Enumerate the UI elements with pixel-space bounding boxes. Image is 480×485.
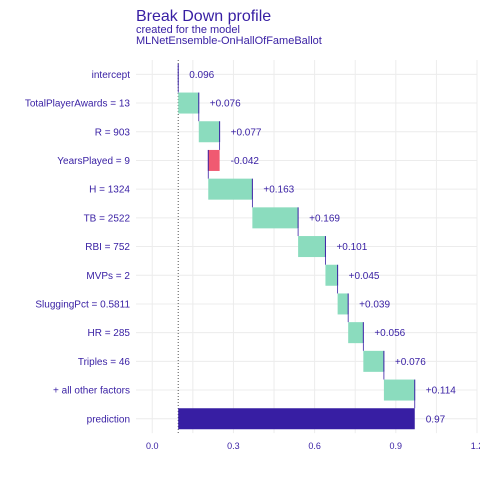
waterfall-bar xyxy=(363,350,384,372)
category-label: RBI = 752 xyxy=(85,242,130,253)
x-tick-label: 0.9 xyxy=(390,441,403,451)
data-label: +0.101 xyxy=(336,242,367,253)
waterfall-bar xyxy=(383,379,415,401)
category-label: TotalPlayerAwards = 13 xyxy=(25,99,131,110)
waterfall-bar xyxy=(348,322,364,344)
data-label: +0.163 xyxy=(263,185,294,196)
category-label: Triples = 46 xyxy=(78,357,131,368)
category-label: HR = 285 xyxy=(87,328,130,339)
waterfall-bar xyxy=(208,178,253,200)
data-label: +0.045 xyxy=(349,271,380,282)
data-label: +0.056 xyxy=(374,328,405,339)
category-label: YearsPlayed = 9 xyxy=(57,156,130,167)
category-label: prediction xyxy=(87,414,130,425)
category-label: R = 903 xyxy=(95,127,131,138)
category-label: MVPs = 2 xyxy=(86,271,130,282)
category-label: TB = 2522 xyxy=(84,213,131,224)
x-tick-label: 0.6 xyxy=(308,441,321,451)
data-label: +0.077 xyxy=(231,127,262,138)
category-label: intercept xyxy=(92,70,131,81)
data-label: +0.169 xyxy=(309,213,340,224)
chart-subtitle-line-2: MLNetEnsemble-OnHallOfFameBallot xyxy=(136,35,322,47)
chart-title: Break Down profile xyxy=(136,8,271,25)
waterfall-bar xyxy=(252,207,299,229)
x-tick-label: 0.0 xyxy=(146,441,159,451)
category-label: H = 1324 xyxy=(89,185,130,196)
data-label: +0.076 xyxy=(210,99,241,110)
bars xyxy=(177,60,416,434)
waterfall-bar xyxy=(208,149,220,171)
category-label: + all other factors xyxy=(53,386,130,397)
data-label: +0.076 xyxy=(395,357,426,368)
waterfall-bar xyxy=(198,121,220,143)
waterfall-bar xyxy=(337,293,349,315)
chart-subtitle-line-1: created for the model xyxy=(136,24,240,36)
labels: intercept 0.096 TotalPlayerAwards = 13 +0.0… xyxy=(25,70,456,425)
data-label: 0.096 xyxy=(189,70,214,81)
waterfall-bar xyxy=(298,236,326,258)
data-label: 0.97 xyxy=(426,414,446,425)
waterfall-bar xyxy=(178,408,415,430)
x-tick-label: 1.2 xyxy=(471,441,480,451)
x-tick-label: 0.3 xyxy=(227,441,240,451)
data-label: -0.042 xyxy=(231,156,260,167)
category-label: SluggingPct = 0.5811 xyxy=(35,299,130,310)
data-label: +0.039 xyxy=(359,299,390,310)
x-axis: 0.0 0.3 0.6 0.9 1.2 xyxy=(146,441,480,451)
waterfall-bar xyxy=(325,264,338,286)
waterfall-bar xyxy=(178,92,199,114)
data-label: +0.114 xyxy=(426,386,457,397)
